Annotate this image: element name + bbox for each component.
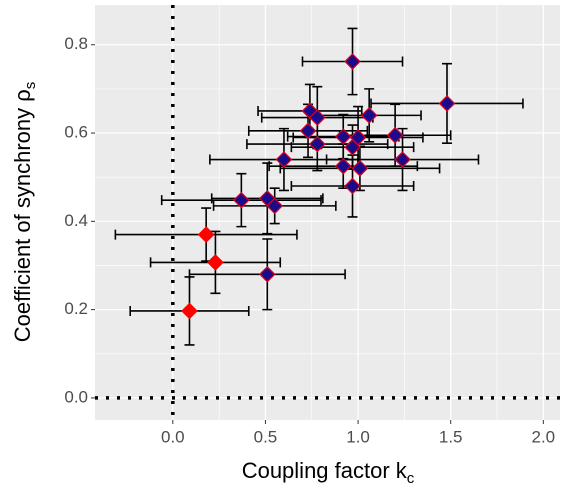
y-axis-title: Coefficient of synchrony ρs <box>10 82 39 343</box>
point <box>308 109 326 126</box>
y-tick-label: 0.0 <box>64 387 88 406</box>
point <box>344 53 361 70</box>
point <box>344 177 361 195</box>
point <box>181 302 198 320</box>
point <box>207 254 224 271</box>
point <box>334 157 352 175</box>
point <box>360 107 378 124</box>
x-axis-title: Coupling factor kc <box>242 458 415 487</box>
y-axis-title-sub: s <box>22 82 39 90</box>
point <box>351 160 369 177</box>
y-tick-label: 0.8 <box>64 34 88 53</box>
point <box>438 95 456 112</box>
point <box>308 135 326 153</box>
point <box>197 226 215 243</box>
point <box>334 128 352 145</box>
x-tick-label: 0.5 <box>254 427 278 446</box>
point <box>233 191 250 209</box>
panel <box>95 5 560 420</box>
point <box>386 126 404 144</box>
x-axis-title-sub: c <box>407 470 415 487</box>
point <box>299 122 317 140</box>
x-tick-label: 1.5 <box>439 427 463 446</box>
marks <box>95 5 560 420</box>
x-tick-label: 0.0 <box>161 427 185 446</box>
point <box>275 151 293 168</box>
point <box>394 151 411 168</box>
y-tick-label: 0.2 <box>64 299 88 318</box>
x-tick-label: 1.0 <box>346 427 370 446</box>
x-axis-title-text: Coupling factor k <box>242 458 408 483</box>
point <box>349 129 367 146</box>
y-tick-label: 0.4 <box>64 211 88 230</box>
x-tick-label: 2.0 <box>532 427 556 446</box>
point <box>258 265 276 283</box>
y-tick-label: 0.6 <box>64 123 88 142</box>
y-axis-title-text: Coefficient of synchrony ρ <box>10 89 35 342</box>
point <box>266 197 284 215</box>
